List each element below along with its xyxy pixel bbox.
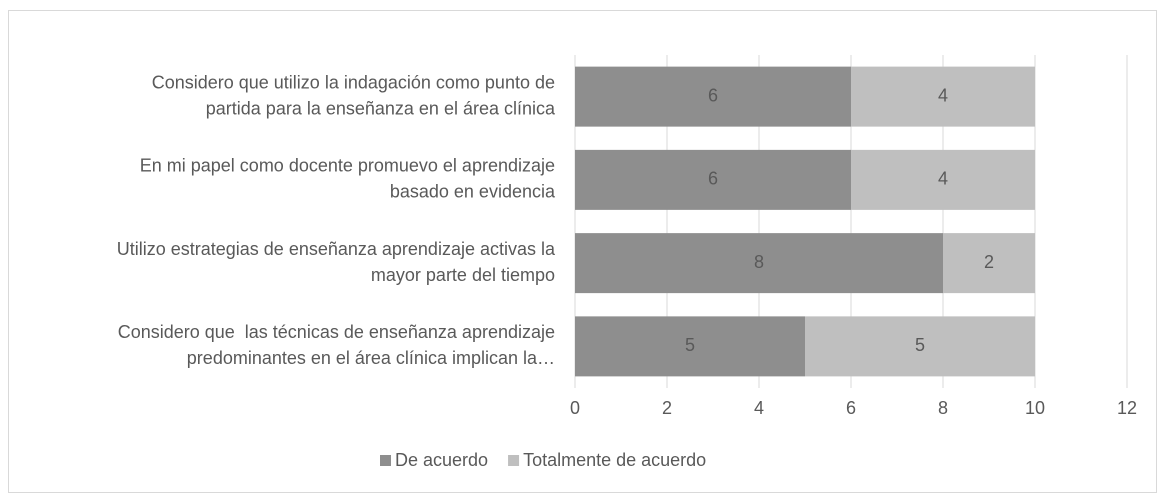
category-label: Utilizo estrategias de enseñanza aprendi… <box>117 239 556 259</box>
bar-segment <box>575 149 851 210</box>
x-tick-label: 0 <box>570 398 580 418</box>
bar-segment <box>575 233 943 294</box>
data-label: 4 <box>938 85 948 105</box>
bar-segment <box>575 316 805 377</box>
legend-label: Totalmente de acuerdo <box>523 450 706 470</box>
data-label: 8 <box>754 252 764 272</box>
data-label: 6 <box>708 85 718 105</box>
category-label: partida para la enseñanza en el área clí… <box>206 98 556 118</box>
category-label: Considero que utilizo la indagación como… <box>152 72 555 92</box>
data-label: 5 <box>915 335 925 355</box>
legend-label: De acuerdo <box>395 450 488 470</box>
category-label: En mi papel como docente promuevo el apr… <box>140 156 555 176</box>
bar-segment <box>851 149 1035 210</box>
data-label: 4 <box>938 169 948 189</box>
legend-swatch <box>508 455 520 466</box>
data-label: 2 <box>984 252 994 272</box>
x-tick-label: 12 <box>1117 398 1137 418</box>
x-tick-label: 6 <box>846 398 856 418</box>
legend-swatch <box>380 455 391 466</box>
bar-segment <box>805 316 1035 377</box>
x-tick-label: 4 <box>754 398 764 418</box>
category-label: basado en evidencia <box>390 182 556 202</box>
category-label: predominantes en el área clínica implica… <box>187 348 555 368</box>
bar-segment <box>575 66 851 127</box>
x-tick-label: 8 <box>938 398 948 418</box>
category-label: mayor parte del tiempo <box>371 265 555 285</box>
category-label: Considero que las técnicas de enseñanza … <box>118 322 555 342</box>
bar-segment <box>851 66 1035 127</box>
x-tick-label: 2 <box>662 398 672 418</box>
data-label: 5 <box>685 335 695 355</box>
data-label: 6 <box>708 169 718 189</box>
x-tick-label: 10 <box>1025 398 1045 418</box>
bar-segment <box>943 233 1035 294</box>
